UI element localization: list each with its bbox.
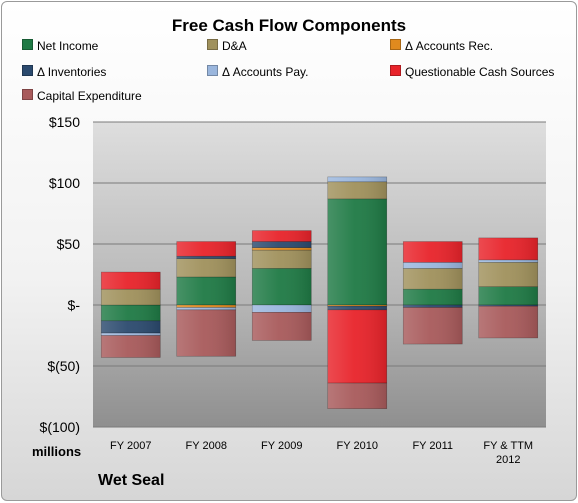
y-tick-label: $(100) [40, 419, 80, 435]
legend-label: Questionable Cash Sources [405, 65, 555, 79]
units-label: millions [32, 444, 82, 459]
bar-segment-shading [403, 289, 463, 305]
legend-item-accounts-pay: Δ Accounts Pay. [207, 65, 309, 79]
bar-segment-shading [252, 312, 312, 341]
legend-label: Δ Inventories [37, 65, 107, 79]
legend-item-d-a: D&A [207, 39, 247, 53]
legend-swatch [22, 39, 33, 50]
x-axis: FY 2007 FY 2008 FY 2009 FY 2010 FY 2011 FY & … [110, 440, 533, 466]
bar-segment-shading [327, 309, 387, 384]
bar-segment-shading [327, 181, 387, 199]
legend-swatch [22, 65, 33, 76]
x-tick-label: FY 2007 [110, 440, 151, 452]
legend-label: Δ Accounts Pay. [222, 65, 309, 79]
legend-label: Net Income [37, 39, 99, 53]
bar-segment-shading [403, 241, 463, 263]
bar-segment-shading [403, 307, 463, 345]
legend-swatch [207, 39, 218, 50]
plot-area [93, 122, 546, 427]
bar-stack-fy-ttm-2012 [478, 237, 539, 339]
bar-stack-fy-2010 [327, 176, 388, 409]
gridlines [93, 121, 546, 428]
x-tick-label: FY 2011 [412, 440, 453, 452]
x-tick-label: FY 2010 [337, 440, 378, 452]
bar-stack-fy-2007 [100, 271, 161, 358]
bar-segment-shading [176, 241, 236, 257]
y-tick-label: $50 [57, 236, 81, 252]
bar-segment-shading [101, 305, 161, 321]
legend-item-inventories: Δ Inventories [22, 65, 106, 79]
bar-segment-shading [478, 305, 538, 307]
y-tick-label: $150 [49, 114, 80, 130]
bar-segment-shading [176, 309, 236, 357]
bar-segment-shading [101, 333, 161, 336]
bar-segment-shading [176, 276, 236, 305]
bar-segment-shading [327, 198, 387, 305]
legend-label: Δ Accounts Rec. [405, 39, 494, 53]
legend-swatch [390, 65, 401, 76]
bar-segment-shading [478, 259, 538, 263]
bar-segment-shading [327, 306, 387, 310]
legend-label: D&A [222, 39, 247, 53]
bar-stack-fy-2009 [251, 230, 312, 341]
bar-segment-shading [327, 383, 387, 409]
bar-segment-shading [176, 307, 236, 310]
y-axis: $150 $100 $50 $- $(50) $(100) [40, 114, 81, 435]
bar-segment-shading [478, 306, 538, 338]
x-tick-label: FY & TTM 2012 [483, 440, 533, 466]
bar-segment-shading [252, 305, 312, 313]
bar-segment-shading [101, 272, 161, 290]
legend-label: Capital Expenditure [37, 89, 142, 103]
bar-segment-shading [478, 237, 538, 260]
bar-segment-shading [403, 262, 463, 269]
legend-item-questionable-cash-sources: Questionable Cash Sources [390, 65, 554, 79]
y-tick-label: $100 [49, 175, 80, 191]
legend-item-capital-expenditure: Capital Expenditure [22, 89, 142, 103]
y-tick-label: $(50) [47, 358, 80, 374]
legend-swatch [22, 89, 33, 100]
bar-segment-shading [403, 305, 463, 308]
bar-segment-shading [252, 241, 312, 248]
company-label: Wet Seal [98, 472, 165, 489]
bar-segment-shading [327, 176, 387, 182]
bar-segment-shading [327, 305, 387, 307]
bars [100, 176, 539, 409]
bar-segment-shading [176, 256, 236, 259]
x-tick-label: FY 2008 [186, 440, 227, 452]
legend-swatch [207, 65, 218, 76]
bar-segment-shading [176, 258, 236, 277]
bar-segment-shading [403, 268, 463, 290]
bar-segment-shading [101, 289, 161, 305]
legend-item-net-income: Net Income [22, 39, 98, 53]
bar-stack-fy-2011 [402, 241, 463, 345]
y-tick-label: $- [68, 297, 81, 313]
bar-segment-shading [478, 262, 538, 287]
bar-segment-shading [101, 335, 161, 358]
bar-segment-shading [252, 230, 312, 242]
bar-segment-shading [252, 247, 312, 251]
legend-swatch [390, 39, 401, 50]
chart-title: Free Cash Flow Components [171, 16, 407, 35]
bar-segment-shading [478, 286, 538, 305]
bar-stack-fy-2008 [176, 241, 237, 357]
bar-segment-shading [252, 250, 312, 269]
bar-segment-shading [176, 305, 236, 308]
x-tick-label: FY 2009 [261, 440, 302, 452]
legend-item-accounts-rec: Δ Accounts Rec. [390, 39, 493, 53]
bar-segment-shading [101, 320, 161, 334]
bar-segment-shading [252, 268, 312, 305]
